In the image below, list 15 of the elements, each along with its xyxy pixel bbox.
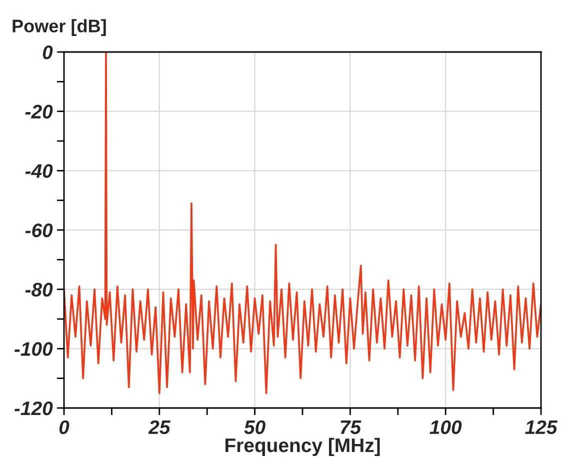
x-tick-label: 75	[340, 420, 362, 434]
y-tick-label: -60	[25, 223, 53, 238]
y-tick-label: -20	[25, 104, 53, 119]
x-tick-label: 50	[244, 420, 266, 434]
y-tick-label: -40	[25, 164, 53, 178]
x-tick-label: 125	[525, 420, 558, 434]
x-tick-label: 25	[148, 420, 170, 434]
x-tick-label: 100	[430, 420, 462, 434]
y-tick-label: -120	[14, 401, 53, 416]
x-tick-label: 0	[59, 420, 70, 434]
y-tick-label: -80	[25, 282, 53, 297]
x-axis-title: Frequency [MHz]	[225, 438, 380, 456]
y-tick-label: -100	[14, 342, 53, 356]
y-axis-title: Power [dB]	[12, 19, 106, 36]
y-tick-label: 0	[42, 45, 53, 60]
